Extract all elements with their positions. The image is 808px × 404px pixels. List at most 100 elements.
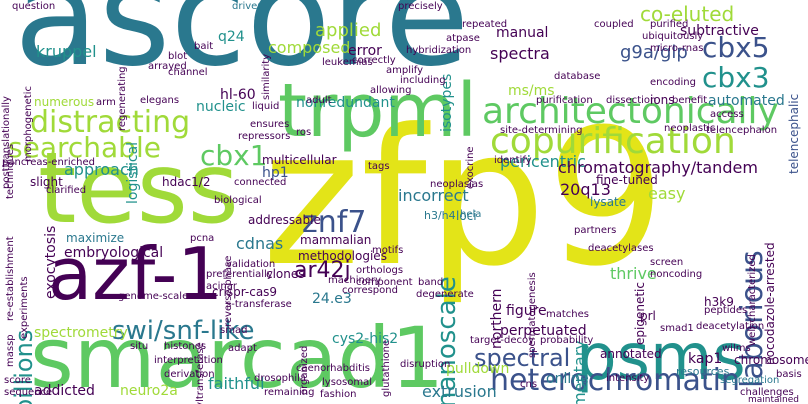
word-architectonically: architectonically	[482, 91, 779, 132]
word-extrusion: extrusion	[422, 382, 497, 401]
word-wilms: wilms	[722, 343, 751, 354]
word-composed: composed	[268, 38, 351, 57]
word-site-determining: site-determining	[500, 125, 583, 136]
word-access: access	[710, 109, 744, 120]
word-cbx5: cbx5	[702, 31, 770, 64]
word-logistical: logistical	[125, 141, 141, 204]
word-segregation: segregation	[720, 375, 780, 386]
word-band: band	[418, 277, 444, 288]
word-automated: automated	[708, 93, 785, 109]
word-chromatography-tandem: chromatography/tandem	[558, 158, 758, 177]
word-peptides: peptides	[704, 305, 748, 316]
word-benefit: benefit	[672, 95, 708, 106]
word-exocytosis: exocytosis	[43, 225, 59, 299]
word-methyltransferase: methyltransferase	[195, 342, 206, 404]
word-applied: applied	[315, 20, 382, 41]
word-searchable: searchable	[8, 131, 161, 164]
word-epigenetic: epigenetic	[633, 282, 647, 345]
word-hp1: hp1	[262, 165, 289, 181]
word-orthologs: orthologs	[356, 265, 404, 276]
word-score: score	[4, 375, 31, 386]
word-cbx3: cbx3	[702, 61, 770, 94]
word-telencephalon: telencephalon	[706, 125, 778, 136]
word-identify: identify	[494, 155, 532, 166]
word-well-characterized: well-characterized	[747, 254, 758, 346]
word-nonredundant: nonredundant	[296, 95, 395, 111]
word-co-eluted: co-eluted	[640, 2, 735, 26]
word-repeated: repeated	[462, 19, 508, 30]
word-blot: blot	[168, 51, 188, 62]
word-approach: approach	[64, 160, 139, 179]
word-similarity: similarity	[261, 53, 272, 100]
word-channel: channel	[168, 67, 208, 78]
word-challenges: challenges	[740, 387, 794, 398]
word-derivation: derivation	[164, 369, 215, 380]
word-easy: easy	[648, 184, 686, 203]
word-zfp9: zfp9	[262, 89, 666, 308]
word-amplify: amplify	[386, 65, 424, 76]
word-h3k9: h3k9	[704, 295, 734, 309]
word-tags: tags	[368, 161, 390, 172]
word-s-transferase: s-transferase	[226, 299, 292, 310]
word-partners: partners	[574, 225, 617, 236]
word-lysosomal: lysosomal	[322, 377, 372, 388]
word-deacetylation: deacetylation	[696, 321, 765, 332]
word-elegans: elegans	[140, 95, 180, 106]
word-copurification: copurification	[490, 121, 736, 162]
word-sequence: sequence	[4, 387, 53, 398]
word-ar42j: ar42j	[294, 258, 351, 283]
word-correctly: correctly	[352, 55, 396, 66]
word-cbx1: cbx1	[200, 139, 268, 172]
word-thrive: thrive	[610, 264, 657, 283]
word-pericentric: pericentric	[500, 152, 586, 171]
word-pancreas-enriched: pancreas-enriched	[2, 157, 96, 168]
word-histones: histones	[164, 341, 207, 352]
word-pulldown: pulldown	[446, 361, 510, 377]
word-online: online	[546, 371, 589, 387]
word-smad: smad	[220, 325, 248, 336]
word-deacetylases: deacetylases	[588, 243, 654, 254]
word-glutathione: glutathione	[381, 339, 392, 397]
word-error: error	[348, 43, 382, 59]
word-encoding: encoding	[650, 77, 696, 88]
word-interpretation: interpretation	[154, 355, 223, 366]
word-hl-60: hl-60	[220, 87, 256, 103]
word-ensures: ensures	[250, 119, 290, 130]
word-fine-tuned: fine-tuned	[596, 173, 658, 187]
word-drosophila: drosophila	[254, 373, 307, 384]
word-purified: purified	[650, 19, 689, 30]
word-noncoding: noncoding	[650, 269, 703, 280]
word-nucleic: nucleic	[196, 99, 246, 115]
word-basis: basis	[776, 369, 802, 380]
word-morphogenetic: morphogenetic	[23, 86, 34, 162]
word-driver: driver	[232, 1, 262, 12]
word-h3-h4: h3/h4	[424, 209, 456, 222]
word-distracting: distracting	[30, 105, 191, 140]
word-nocodazole-arrested: nocodazole-arrested	[763, 242, 777, 365]
word-mammalian: mammalian	[300, 233, 372, 247]
word-acinar: acinar	[206, 281, 237, 292]
word-genome-scale: genome-scale	[118, 291, 189, 302]
word-neoplasias: neoplasias	[430, 179, 484, 190]
word-including: including	[400, 75, 446, 86]
word-hybridization: hybridization	[406, 45, 472, 56]
word-swi-snf-like: swi/snf-like	[112, 316, 255, 346]
word-regenerating: regenerating	[117, 66, 128, 131]
word-loci: loci	[456, 209, 477, 223]
word-screen: screen	[650, 257, 684, 268]
word-validation: validation	[226, 259, 276, 270]
word-embryological: embryological	[64, 245, 164, 261]
word-clones: clones	[266, 267, 305, 281]
word-re-establishment: re-establishment	[5, 236, 16, 321]
word-crispr-cas9: crispr-cas9	[212, 285, 278, 299]
word-arm: arm	[96, 97, 116, 108]
word-coupled: coupled	[594, 19, 634, 30]
word-database: database	[554, 71, 601, 82]
word-spectra: spectra	[490, 44, 550, 63]
word-precisely: precisely	[398, 1, 443, 12]
word-allowing: allowing	[370, 85, 412, 96]
word-ms-ms: ms/ms	[508, 83, 555, 99]
word-g9a-glp: g9a/glp	[620, 42, 688, 63]
word-adult: adult	[306, 95, 332, 106]
word-24e3: 24.e3	[312, 291, 352, 307]
